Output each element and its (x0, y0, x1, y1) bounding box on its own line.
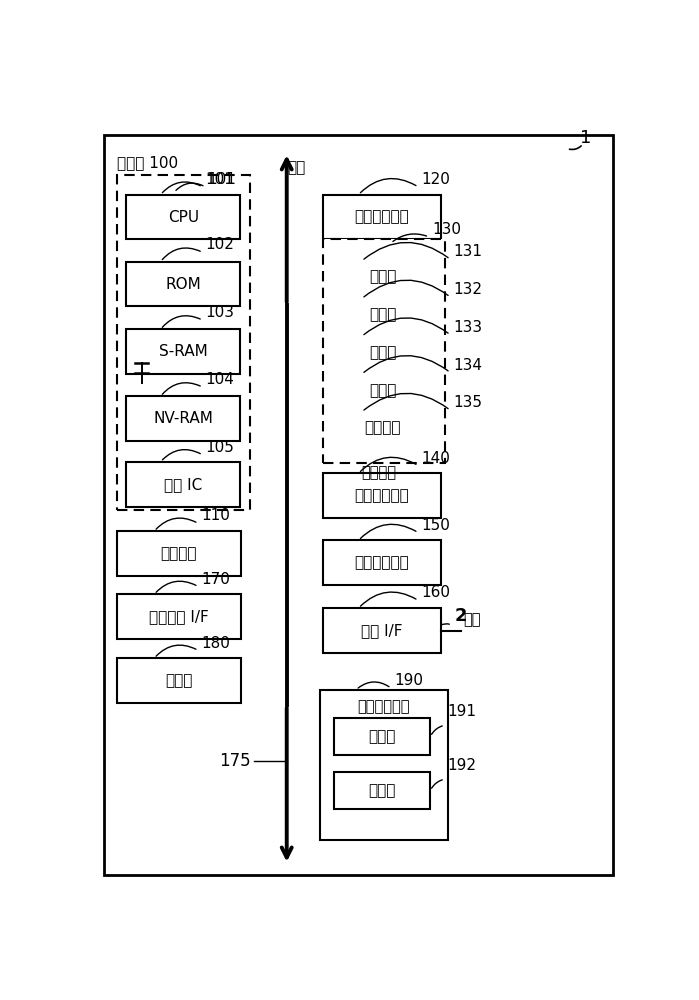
FancyBboxPatch shape (334, 772, 431, 809)
Text: 102: 102 (206, 237, 234, 252)
Text: 1: 1 (580, 129, 591, 147)
Text: 140: 140 (421, 451, 450, 466)
Text: 170: 170 (201, 572, 230, 587)
Text: 开始键: 开始键 (369, 307, 396, 322)
FancyBboxPatch shape (334, 718, 431, 755)
Text: 135: 135 (453, 395, 482, 410)
FancyBboxPatch shape (103, 135, 613, 875)
FancyBboxPatch shape (127, 462, 240, 507)
Text: 150: 150 (421, 518, 450, 533)
Text: 104: 104 (206, 372, 234, 387)
Text: 图像读取装置: 图像读取装置 (354, 210, 410, 225)
FancyBboxPatch shape (323, 608, 441, 653)
Text: 133: 133 (453, 320, 482, 335)
Text: 101: 101 (208, 172, 236, 187)
Text: 191: 191 (447, 704, 477, 719)
Text: ROM: ROM (166, 277, 201, 292)
Text: 120: 120 (421, 172, 450, 187)
Text: 132: 132 (453, 282, 482, 297)
FancyBboxPatch shape (330, 374, 435, 406)
FancyBboxPatch shape (117, 658, 240, 703)
Text: 停止键: 停止键 (369, 345, 396, 360)
Text: 130: 130 (432, 222, 461, 237)
FancyBboxPatch shape (330, 412, 435, 444)
Text: 131: 131 (453, 244, 482, 259)
Text: 103: 103 (206, 305, 234, 320)
Text: 110: 110 (201, 508, 230, 523)
Text: 2: 2 (454, 607, 467, 625)
Text: 打印机控制器: 打印机控制器 (354, 555, 410, 570)
FancyBboxPatch shape (330, 299, 435, 331)
Text: 101: 101 (206, 172, 234, 187)
Text: NV-RAM: NV-RAM (153, 411, 213, 426)
FancyBboxPatch shape (323, 195, 441, 239)
Text: 语音终端装置: 语音终端装置 (358, 699, 410, 714)
Text: 192: 192 (447, 758, 477, 773)
Text: 触摸面板: 触摸面板 (365, 420, 401, 436)
FancyBboxPatch shape (127, 262, 240, 306)
Text: 扬声器: 扬声器 (368, 783, 396, 798)
Text: 105: 105 (206, 440, 234, 455)
FancyBboxPatch shape (127, 329, 240, 374)
Text: バス: バス (287, 160, 305, 175)
Text: 190: 190 (394, 673, 423, 688)
FancyBboxPatch shape (127, 195, 240, 239)
Text: 180: 180 (201, 636, 230, 651)
Text: 時鐘 IC: 時鐘 IC (164, 477, 203, 492)
Text: 操作面板: 操作面板 (361, 465, 396, 480)
Text: 图像输出装置: 图像输出装置 (354, 488, 410, 503)
FancyBboxPatch shape (117, 175, 250, 510)
FancyBboxPatch shape (323, 239, 445, 463)
Text: 175: 175 (219, 752, 250, 770)
Text: 复位键: 复位键 (369, 270, 396, 285)
FancyBboxPatch shape (323, 540, 441, 585)
Text: 显示部: 显示部 (369, 383, 396, 398)
Text: 麦克风: 麦克风 (368, 729, 396, 744)
FancyBboxPatch shape (117, 594, 240, 639)
Text: CPU: CPU (168, 210, 199, 225)
Text: 控制部 100: 控制部 100 (117, 155, 178, 170)
Text: 134: 134 (453, 358, 482, 373)
Text: 160: 160 (421, 585, 450, 600)
FancyBboxPatch shape (330, 261, 435, 293)
FancyBboxPatch shape (323, 473, 441, 518)
FancyBboxPatch shape (127, 396, 240, 441)
Text: 存储装置: 存储装置 (161, 546, 197, 561)
FancyBboxPatch shape (117, 531, 240, 576)
Text: S-RAM: S-RAM (159, 344, 208, 359)
Text: 认证部: 认证部 (165, 673, 193, 688)
FancyBboxPatch shape (330, 336, 435, 369)
Text: 网络: 网络 (463, 612, 480, 627)
Text: 无线通信 I/F: 无线通信 I/F (149, 609, 209, 624)
FancyBboxPatch shape (320, 690, 447, 840)
Text: 网络 I/F: 网络 I/F (361, 623, 403, 638)
